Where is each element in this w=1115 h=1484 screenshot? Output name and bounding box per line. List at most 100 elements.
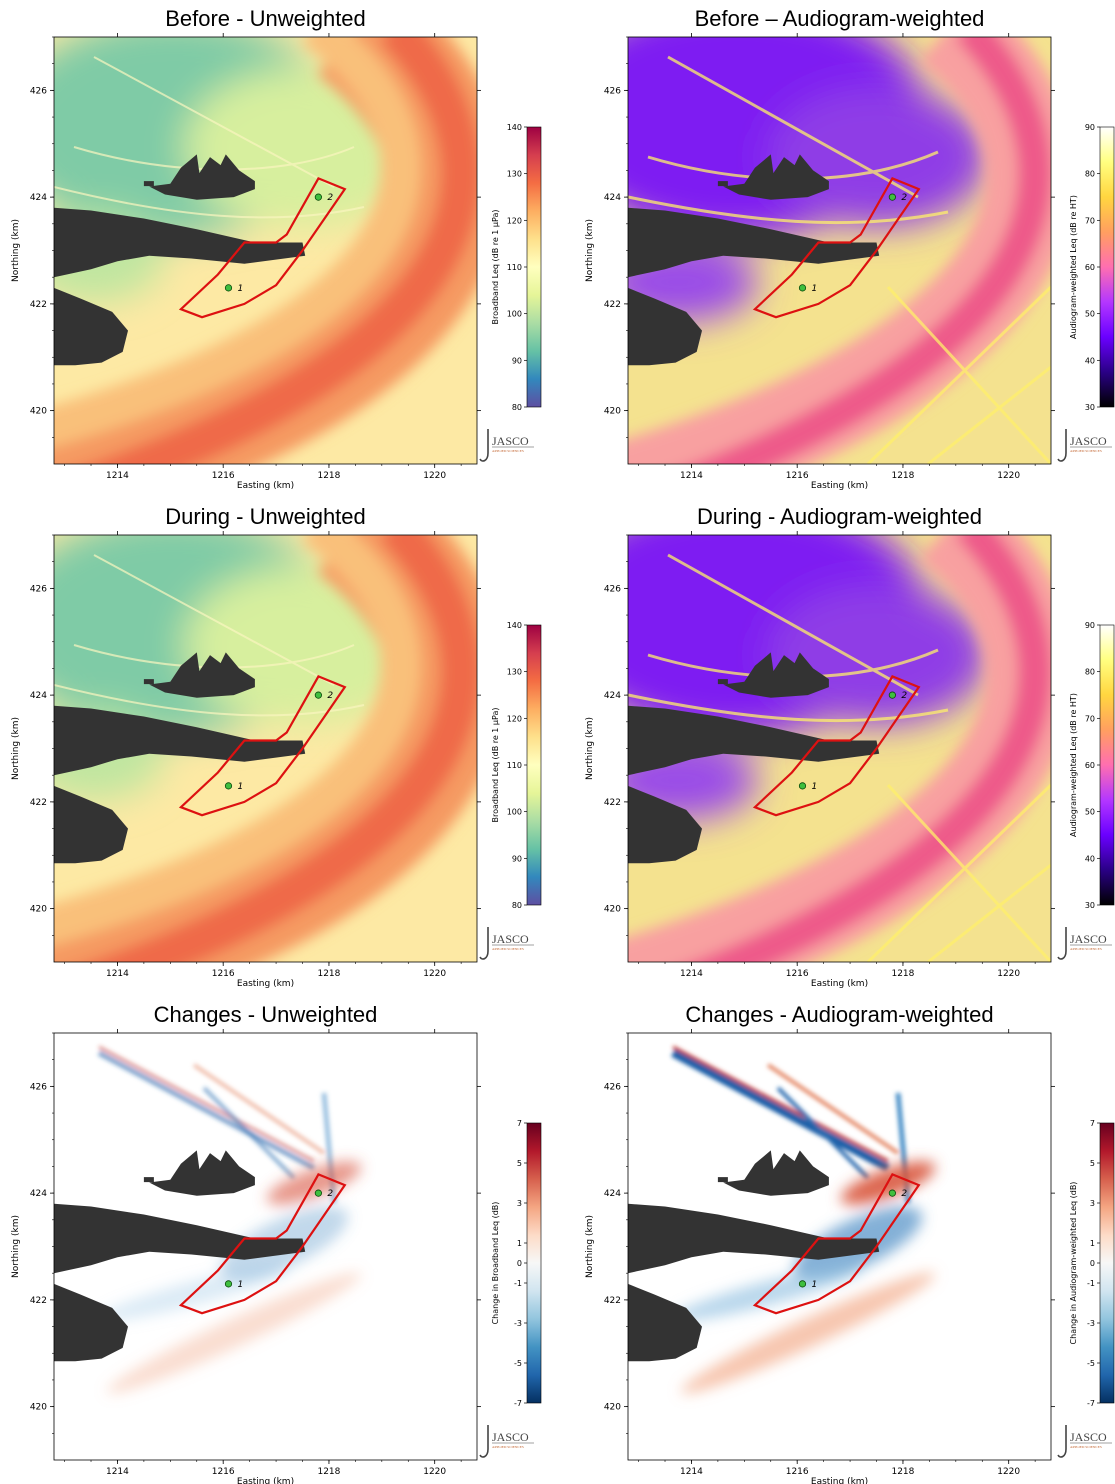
panel-title: Before - Unweighted <box>165 6 366 31</box>
logo-text: JASCO <box>1070 932 1107 946</box>
northern-coast <box>628 207 880 278</box>
colorbar <box>526 126 542 408</box>
y-tick-label: 424 <box>30 1189 47 1199</box>
panel-title: Changes - Audiogram-weighted <box>685 1002 993 1027</box>
shipping-lane <box>628 535 1051 962</box>
site-marker <box>314 193 322 201</box>
colorbar-tick-label: 120 <box>507 714 522 723</box>
y-tick-label: 426 <box>604 1082 621 1092</box>
colorbar-tick-label: -3 <box>514 1319 522 1328</box>
colorbar-tick-label: 40 <box>1085 356 1095 365</box>
x-axis-label: Easting (km) <box>237 979 294 989</box>
logo-subtext: APPLIED SCIENCES <box>492 449 524 453</box>
site-label: 2 <box>901 1189 907 1199</box>
heatmap-field <box>54 535 477 962</box>
x-tick-label: 1216 <box>212 471 235 481</box>
x-tick-label: 1214 <box>680 1467 703 1477</box>
colorbar-tick-label: -3 <box>1087 1319 1095 1328</box>
colorbar-tick-label: 0 <box>517 1259 522 1268</box>
y-tick-label: 424 <box>604 691 621 701</box>
y-tick-label: 422 <box>30 798 47 808</box>
y-tick-label: 426 <box>30 584 47 594</box>
shipping-lane <box>54 37 477 464</box>
site-label: 1 <box>811 1280 817 1290</box>
x-tick-label: 1214 <box>680 471 703 481</box>
y-axis-label: Northing (km) <box>585 1215 595 1278</box>
x-tick-label: 1214 <box>106 1467 129 1477</box>
northern-coast <box>628 705 880 776</box>
colorbar-tick-label: -5 <box>514 1359 522 1368</box>
site-label: 1 <box>237 782 243 792</box>
x-tick-label: 1220 <box>997 1467 1020 1477</box>
site-label: 2 <box>327 193 333 203</box>
y-tick-label: 422 <box>604 1296 621 1306</box>
map-panel: During - Unweighted 1 2 1214 1216 1218 1220 420… <box>11 504 542 989</box>
logo-hook <box>1057 1425 1067 1458</box>
colorbar-tick-label: 7 <box>1090 1119 1095 1128</box>
islet <box>143 1177 154 1183</box>
island <box>723 652 829 698</box>
southern-coast <box>628 287 702 366</box>
heatmap-field <box>628 535 1051 962</box>
x-tick-label: 1220 <box>423 1467 446 1477</box>
site-marker <box>314 1189 322 1197</box>
colorbar-tick-label: 100 <box>507 310 522 319</box>
colorbar-tick-label: 100 <box>507 808 522 817</box>
vessel-tracks <box>628 55 1051 464</box>
x-tick-label: 1218 <box>891 471 914 481</box>
site-marker <box>314 691 322 699</box>
y-tick-label: 424 <box>604 193 621 203</box>
y-tick-label: 420 <box>30 407 47 417</box>
x-axis-label: Easting (km) <box>237 1477 294 1484</box>
logo-text: JASCO <box>1070 1430 1107 1444</box>
x-tick-label: 1216 <box>212 969 235 979</box>
island <box>149 154 255 200</box>
southern-coast <box>628 1283 702 1362</box>
y-tick-label: 422 <box>604 300 621 310</box>
colorbar-tick-label: 50 <box>1085 310 1095 319</box>
colorbar-label: Change in Broadband Leq (dB) <box>491 1202 500 1325</box>
y-axis-label: Northing (km) <box>11 1215 21 1278</box>
shipping-lane <box>54 535 477 962</box>
colorbar <box>1099 126 1115 408</box>
heatmap-field <box>628 1033 1051 1460</box>
x-tick-label: 1220 <box>997 969 1020 979</box>
island <box>723 1150 829 1196</box>
site-marker <box>224 782 233 790</box>
study-area-boundary <box>752 675 921 817</box>
colorbar-tick-label: -1 <box>514 1279 522 1288</box>
southern-coast <box>54 1283 128 1362</box>
colorbar-tick-label: 90 <box>1085 123 1095 132</box>
panel-title: Changes - Unweighted <box>154 1002 378 1027</box>
x-axis-label: Easting (km) <box>811 481 868 491</box>
x-tick-label: 1218 <box>317 471 340 481</box>
colorbar-tick-label: 130 <box>507 170 522 179</box>
site-label: 1 <box>237 284 243 294</box>
site-label: 2 <box>901 691 907 701</box>
colorbar-tick-label: 90 <box>512 854 522 863</box>
study-area-boundary <box>178 1173 347 1315</box>
land <box>628 154 880 366</box>
shipping-lane <box>628 37 1051 464</box>
land <box>54 652 306 864</box>
colorbar-tick-label: 1 <box>517 1239 522 1248</box>
logo-subtext: APPLIED SCIENCES <box>1070 449 1102 453</box>
y-axis-label: Northing (km) <box>585 219 595 282</box>
colorbar-tick-label: 80 <box>1085 170 1095 179</box>
x-tick-label: 1216 <box>786 969 809 979</box>
colorbar-tick-label: -7 <box>1087 1399 1095 1408</box>
site-marker <box>888 1189 896 1197</box>
y-axis-label: Northing (km) <box>585 717 595 780</box>
map-panel: Before – Audiogram-weighted 1 2 1214 1216 121… <box>585 6 1115 491</box>
land <box>54 1150 306 1362</box>
colorbar-label: Audiogram-weighted Leq (dB re HT) <box>1069 693 1078 837</box>
x-tick-label: 1216 <box>786 471 809 481</box>
map-panel: Changes - Unweighted 1 2 1214 1216 1218 1220 42… <box>11 1002 542 1484</box>
y-axis-label: Northing (km) <box>11 717 21 780</box>
logo-text: JASCO <box>1070 434 1107 448</box>
colorbar-tick-label: 30 <box>1085 403 1095 412</box>
site-marker <box>888 691 896 699</box>
map-panel: During - Audiogram-weighted 1 2 1214 1216 121… <box>585 504 1115 989</box>
